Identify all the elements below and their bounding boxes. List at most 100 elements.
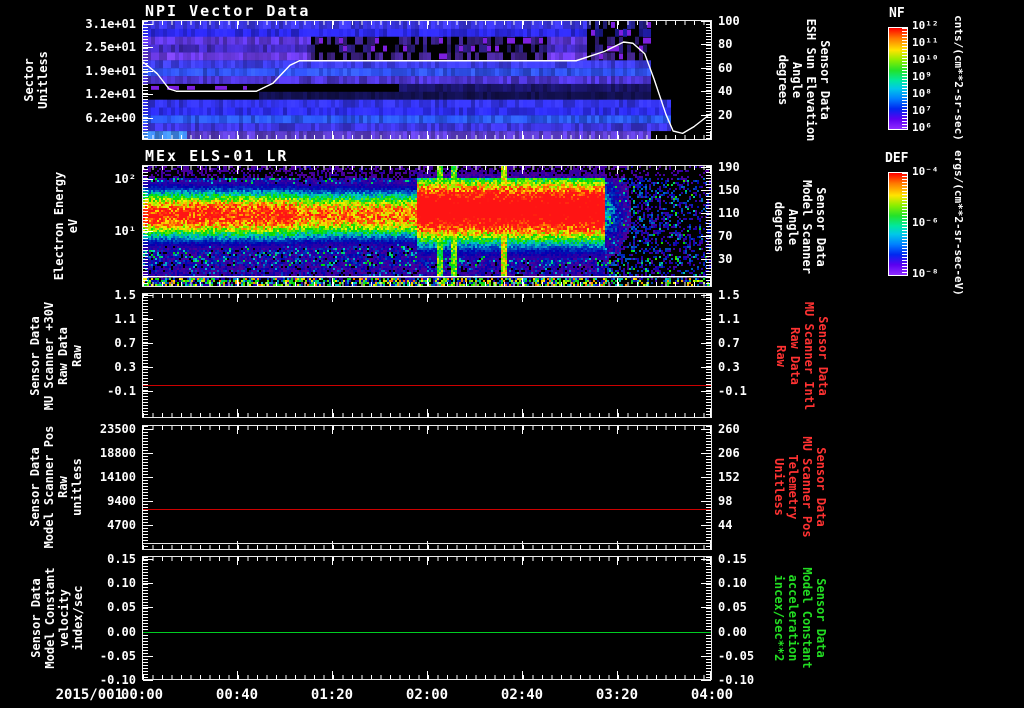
nf-colorbar-tick-label: 10¹⁰ xyxy=(912,53,939,66)
x-major-tick xyxy=(237,409,238,417)
y-major-tick xyxy=(143,655,153,657)
x-major-tick xyxy=(237,21,238,29)
nf-colorbar-tick-label: 10⁹ xyxy=(912,70,932,83)
y-major-tick xyxy=(143,477,153,478)
y-tick-label-right: 70 xyxy=(718,229,733,243)
x-tick-label: 03:20 xyxy=(595,687,639,703)
y-tick-label-right: 1.5 xyxy=(718,288,740,302)
y-tick-label-left: 0.10 xyxy=(107,576,136,591)
nf-colorbar-title: NF xyxy=(889,6,905,21)
y-major-tick xyxy=(701,21,711,22)
y-tick-label-right: -0.05 xyxy=(718,648,755,663)
x-major-tick xyxy=(427,21,428,29)
x-major-tick xyxy=(142,541,143,549)
x-major-tick xyxy=(427,278,428,286)
y-tick-label-left: 9400 xyxy=(107,494,136,508)
y-major-tick xyxy=(143,501,153,502)
y-major-tick xyxy=(143,231,153,232)
x-major-tick xyxy=(710,426,711,434)
x-major-tick xyxy=(427,294,428,302)
y-major-tick xyxy=(701,91,711,93)
panel-frame xyxy=(142,165,712,287)
y-major-tick xyxy=(143,117,153,119)
x-major-tick xyxy=(237,278,238,286)
y-major-tick xyxy=(143,453,153,454)
y-tick-label-left: 6.2e+00 xyxy=(85,110,136,125)
y-tick-label-left: 10² xyxy=(114,172,136,186)
y-major-tick xyxy=(701,429,711,430)
x-major-tick xyxy=(617,278,618,286)
y-tick-label-right: 98 xyxy=(718,494,733,508)
els-spectrogram-canvas xyxy=(143,166,711,286)
y-tick-label-left: 3.1e+01 xyxy=(85,17,136,31)
x-major-tick xyxy=(332,278,333,286)
y-major-tick xyxy=(143,525,153,526)
nf-colorbar-tick-label: 10⁶ xyxy=(912,121,932,134)
y-tick-label-left: 23500 xyxy=(99,422,136,436)
y-tick-label-right: 20 xyxy=(718,107,733,122)
y-tick-label-right: 206 xyxy=(718,446,740,460)
y-major-tick xyxy=(701,367,711,368)
y-major-tick xyxy=(701,477,711,478)
x-major-tick xyxy=(522,131,523,139)
y-major-tick xyxy=(701,295,711,296)
x-major-tick xyxy=(142,294,143,302)
y-major-tick xyxy=(143,391,153,392)
x-tick-label: 04:00 xyxy=(690,687,734,703)
nf-colorbar-tick-label: 10¹¹ xyxy=(912,36,939,49)
y-tick-label-right: 152 xyxy=(718,470,740,484)
panel4-right-axis-label: Sensor Data MU Scanner Pos Telemetry Uni… xyxy=(772,436,828,538)
y-major-tick xyxy=(143,319,153,320)
nf-colorbar-tick-label: 10¹² xyxy=(912,19,939,32)
x-major-tick xyxy=(332,294,333,302)
x-major-tick xyxy=(142,166,143,174)
x-major-tick xyxy=(427,557,428,565)
y-major-tick xyxy=(143,179,153,180)
y-major-tick xyxy=(701,236,711,237)
nf-colorbar-tick-label: 10⁸ xyxy=(912,87,932,100)
y-tick-label-right: 150 xyxy=(718,183,740,197)
y-minor-ticks-left xyxy=(143,294,148,417)
y-tick-label-left: 14100 xyxy=(99,470,136,484)
y-tick-label-left: 0.00 xyxy=(107,624,136,639)
y-minor-ticks-right xyxy=(706,557,711,679)
x-major-tick xyxy=(522,409,523,417)
x-major-tick xyxy=(142,409,143,417)
y-major-tick xyxy=(701,525,711,526)
panel-frame xyxy=(142,293,712,418)
panel1-title: NPI Vector Data xyxy=(145,2,311,20)
x-tick-label: 00:40 xyxy=(215,687,259,703)
x-major-tick xyxy=(332,21,333,29)
x-tick-label: 01:20 xyxy=(310,687,354,703)
y-minor-ticks-right xyxy=(706,426,711,549)
def-colorbar-title: DEF xyxy=(885,151,909,166)
panel-frame xyxy=(142,425,712,550)
x-major-tick xyxy=(142,278,143,286)
y-major-tick xyxy=(701,319,711,320)
x-major-tick xyxy=(427,426,428,434)
y-major-tick xyxy=(143,295,153,296)
y-tick-label-left: 2.5e+01 xyxy=(85,40,136,55)
x-major-tick xyxy=(427,166,428,174)
def-colorbar-tick-label: 10⁻⁴ xyxy=(912,165,939,178)
panel3-right-axis-label: Sensor Data MU Scanner Intl Raw Data Raw xyxy=(774,301,830,411)
x-major-tick xyxy=(522,166,523,174)
data-line-4 xyxy=(143,543,711,544)
y-tick-label-left: 1.2e+01 xyxy=(85,87,136,102)
x-major-tick xyxy=(142,671,143,679)
def-colorbar-tick-label: 10⁻⁶ xyxy=(912,216,939,229)
y-tick-label-left: 0.15 xyxy=(107,552,136,566)
y-major-tick xyxy=(701,67,711,69)
y-minor-ticks-right xyxy=(706,166,711,286)
x-major-tick xyxy=(710,557,711,565)
y-tick-label-left: 0.7 xyxy=(114,336,136,350)
y-major-tick xyxy=(143,583,153,585)
y-major-tick xyxy=(701,44,711,46)
y-tick-label-right: -0.1 xyxy=(718,384,747,398)
def-colorbar-ticks xyxy=(902,173,907,275)
x-major-tick xyxy=(332,426,333,434)
x-major-tick xyxy=(617,166,618,174)
x-major-tick xyxy=(142,426,143,434)
x-major-tick xyxy=(522,541,523,549)
x-major-tick xyxy=(237,541,238,549)
